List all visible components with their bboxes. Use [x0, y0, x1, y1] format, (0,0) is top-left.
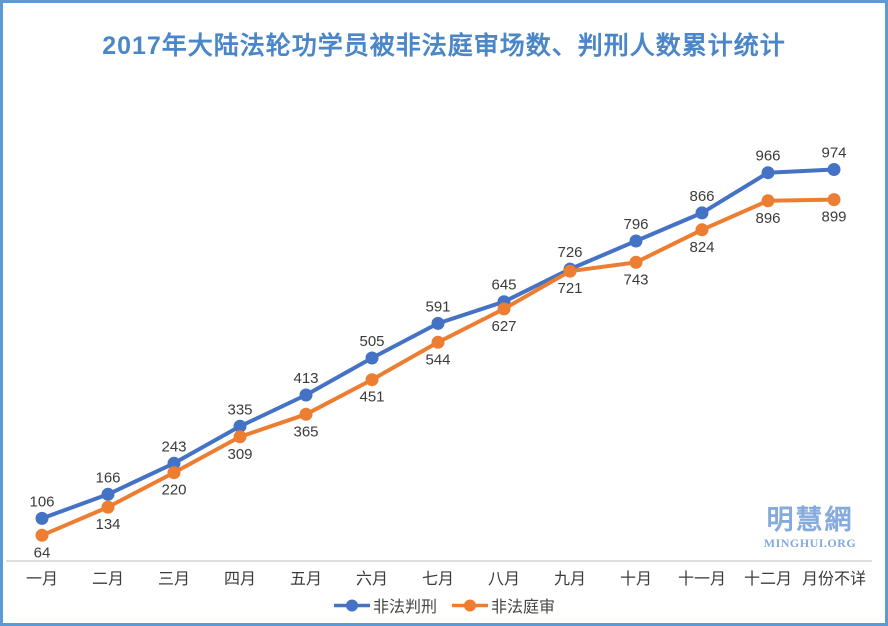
data-point-非法庭审	[431, 335, 445, 349]
x-axis-label: 八月	[488, 571, 520, 588]
legend-item-非法庭审: 非法庭审	[451, 593, 555, 617]
data-label-非法判刑: 106	[29, 493, 54, 510]
data-label-非法庭审: 220	[161, 482, 186, 499]
data-label-非法判刑: 166	[95, 469, 120, 486]
legend-label: 非法庭审	[491, 599, 556, 616]
data-label-非法判刑: 505	[359, 333, 384, 350]
chart-legend: 非法判刑 非法庭审	[0, 593, 888, 617]
data-point-非法判刑	[629, 234, 643, 248]
data-point-非法判刑	[35, 511, 49, 525]
data-label-非法庭审: 627	[491, 318, 516, 335]
data-point-非法庭审	[695, 223, 709, 237]
chart-title: 2017年大陆法轮功学员被非法庭审场数、判刑人数累计统计	[102, 32, 786, 60]
x-axis-label: 六月	[356, 570, 388, 588]
legend-label: 非法判刑	[372, 599, 437, 616]
x-axis-label: 十二月	[744, 570, 792, 588]
data-label-非法判刑: 966	[755, 148, 780, 165]
x-axis-label: 一月	[26, 571, 58, 588]
data-label-非法庭审: 743	[623, 271, 648, 288]
x-axis-label: 十月	[620, 570, 652, 588]
legend-marker	[333, 599, 370, 611]
data-label-非法判刑: 591	[425, 298, 450, 315]
x-axis-label: 十一月	[678, 570, 726, 588]
data-label-非法庭审: 309	[227, 446, 252, 463]
data-label-非法庭审: 899	[821, 209, 846, 226]
x-axis-label: 二月	[92, 571, 124, 588]
data-label-非法判刑: 866	[689, 188, 714, 205]
data-label-非法判刑: 974	[821, 145, 846, 162]
data-point-非法判刑	[365, 351, 379, 365]
data-point-非法判刑	[761, 166, 775, 180]
x-axis-label: 三月	[158, 571, 190, 588]
data-label-非法庭审: 721	[557, 280, 582, 297]
data-label-非法庭审: 824	[689, 239, 714, 256]
data-label-非法庭审: 365	[293, 423, 318, 440]
data-point-非法庭审	[761, 194, 775, 208]
data-label-非法庭审: 544	[425, 351, 450, 368]
data-point-非法庭审	[35, 528, 49, 542]
data-point-非法庭审	[563, 264, 577, 278]
data-label-非法庭审: 64	[34, 544, 51, 561]
data-point-非法判刑	[431, 316, 445, 330]
data-label-非法庭审: 451	[359, 389, 384, 406]
data-point-非法庭审	[101, 500, 115, 514]
data-label-非法判刑: 335	[227, 401, 252, 418]
x-axis-label: 九月	[554, 570, 586, 588]
minghui-watermark: 明慧網 MINGHUI.ORG	[752, 505, 868, 550]
data-point-非法庭审	[629, 255, 643, 269]
data-point-非法判刑	[167, 456, 181, 470]
data-point-非法庭审	[827, 193, 841, 207]
data-label-非法判刑: 645	[491, 277, 516, 294]
data-point-非法庭审	[233, 430, 247, 444]
data-point-非法庭审	[497, 302, 511, 316]
x-axis-label: 七月	[422, 570, 454, 588]
data-label-非法判刑: 726	[557, 244, 582, 261]
data-point-非法庭审	[299, 407, 313, 421]
data-label-非法判刑: 796	[623, 216, 648, 233]
watermark-latin-text: MINGHUI.ORG	[763, 535, 857, 550]
data-label-非法庭审: 134	[95, 516, 120, 533]
watermark-cjk-text: 明慧網	[766, 505, 854, 535]
legend-marker	[452, 599, 488, 611]
legend-item-非法判刑: 非法判刑	[333, 593, 437, 617]
x-axis-label: 月份不详	[802, 570, 866, 588]
data-point-非法判刑	[695, 206, 709, 220]
data-label-非法判刑: 413	[293, 370, 318, 387]
data-label-非法判刑: 243	[161, 438, 186, 455]
data-point-非法判刑	[101, 487, 115, 501]
data-point-非法庭审	[365, 373, 379, 387]
data-point-非法判刑	[299, 388, 313, 402]
data-point-非法庭审	[167, 466, 181, 480]
data-point-非法判刑	[233, 419, 247, 433]
x-axis-label: 四月	[224, 571, 256, 588]
data-point-非法判刑	[827, 163, 841, 176]
x-axis-label: 五月	[290, 571, 322, 588]
data-label-非法庭审: 896	[755, 210, 780, 227]
